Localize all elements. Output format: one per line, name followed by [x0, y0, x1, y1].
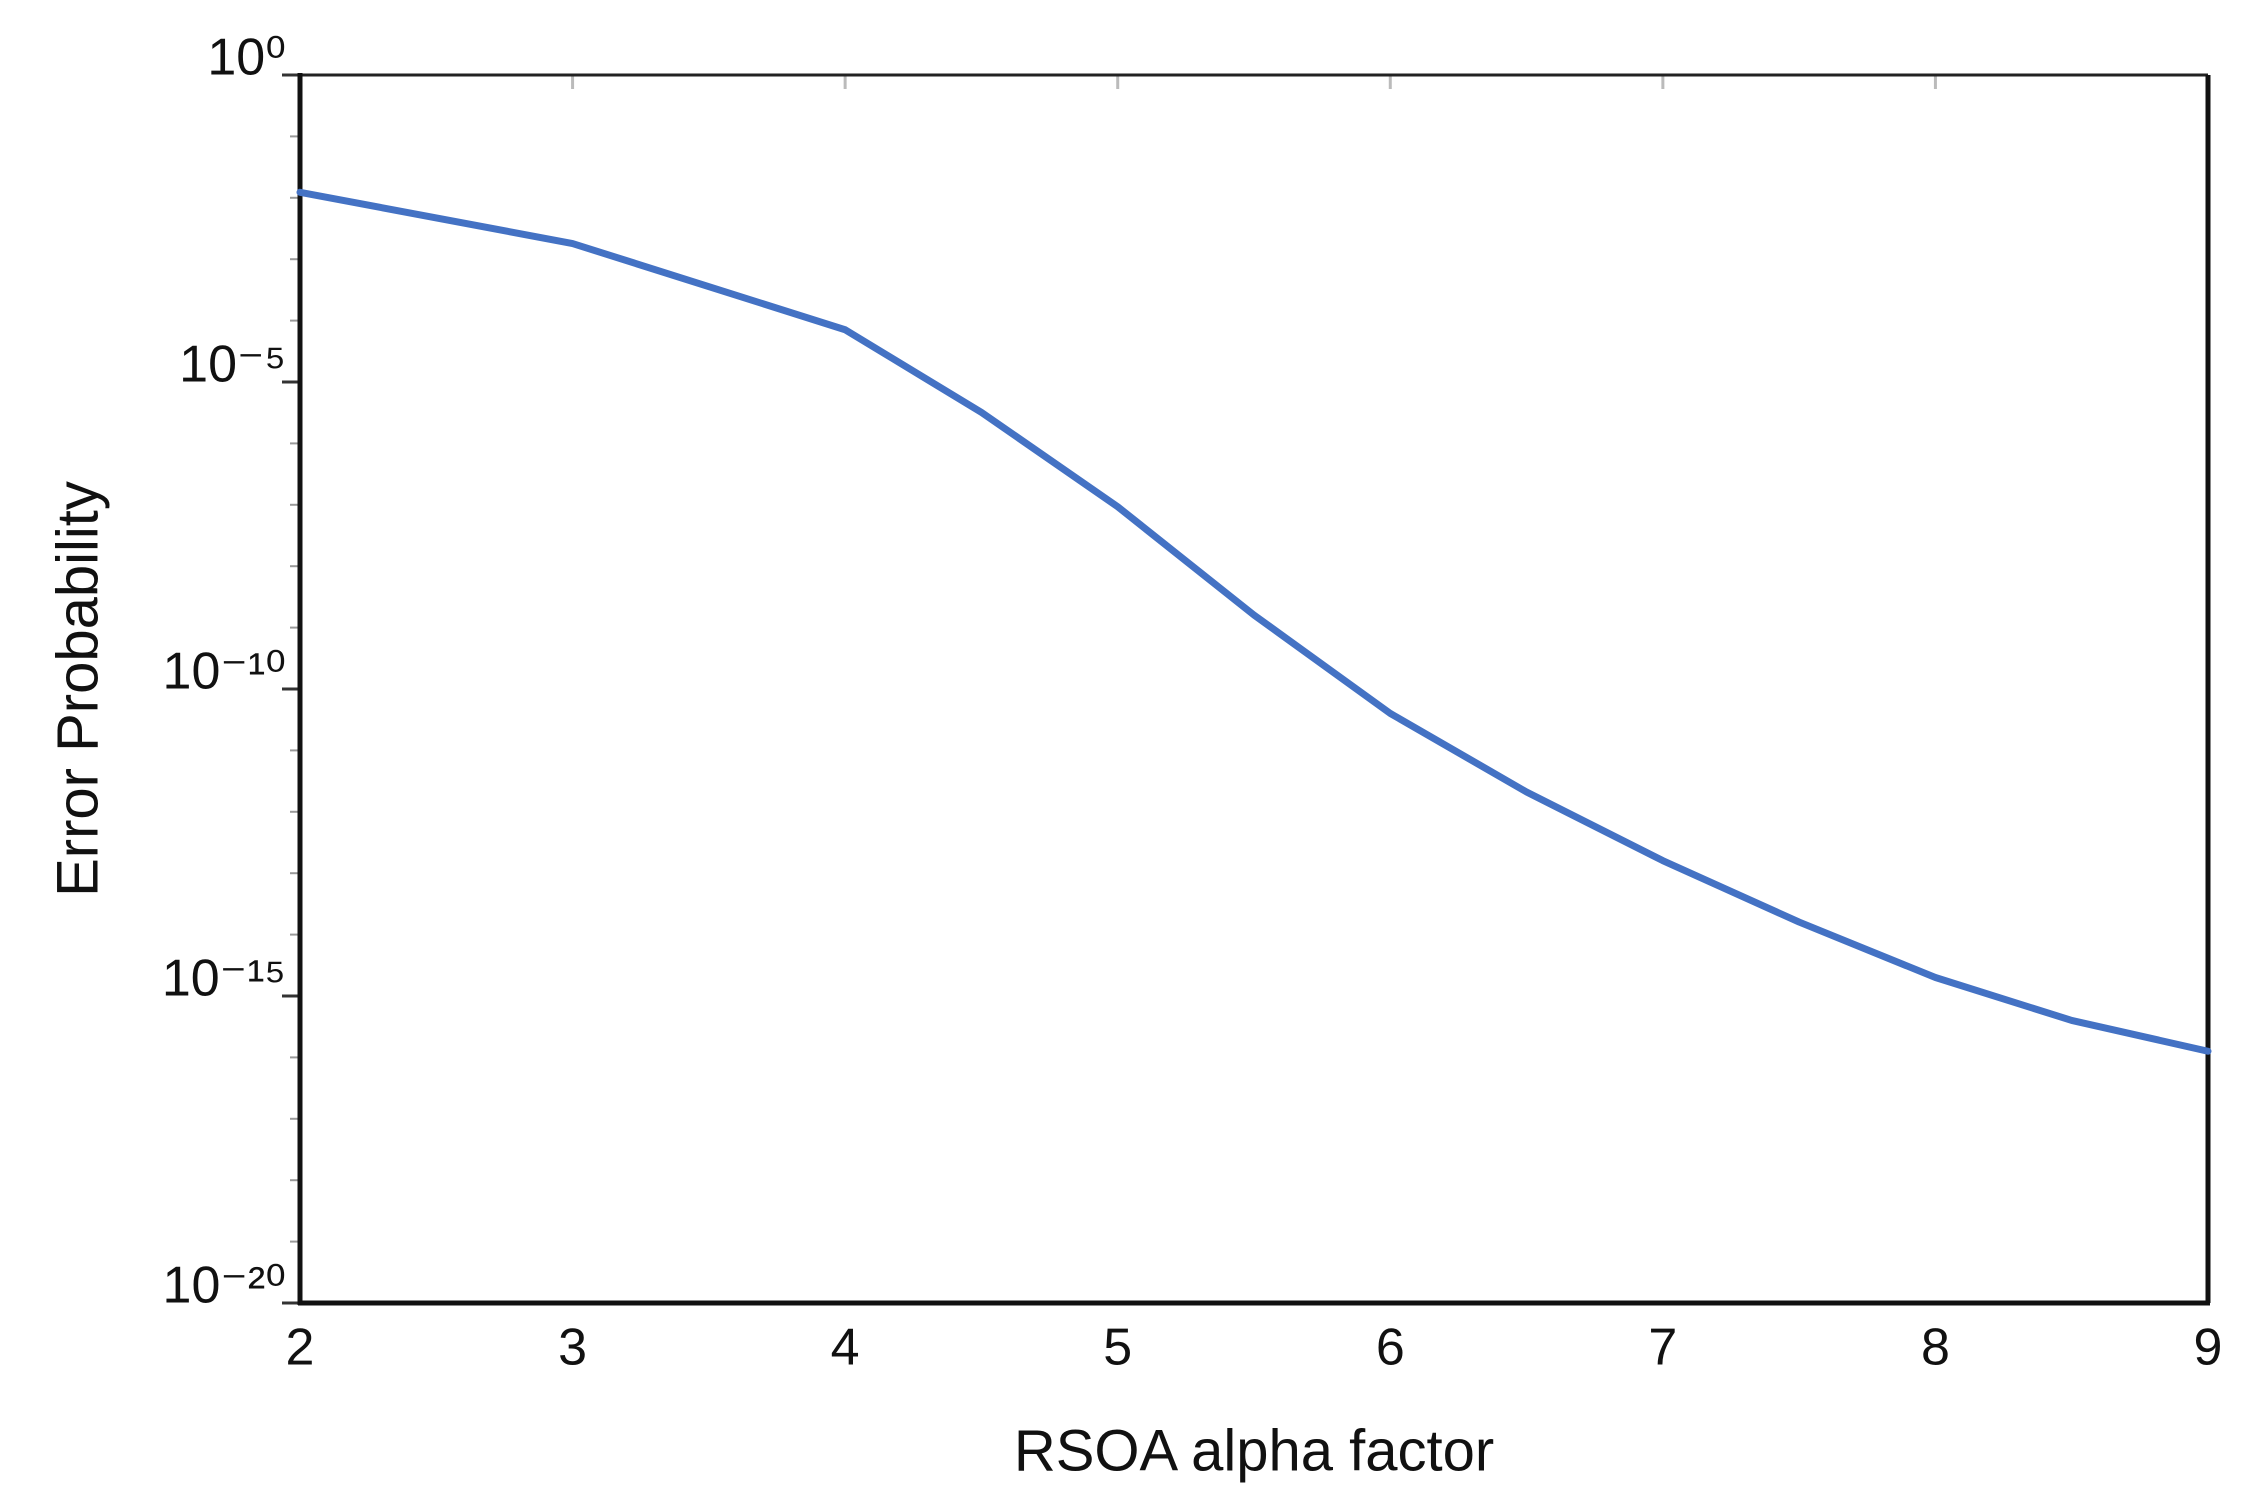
- x-axis-title: RSOA alpha factor: [1014, 1418, 1494, 1483]
- y-tick-label: 10⁻⁵: [179, 336, 286, 394]
- y-tick-label: 10⁻²⁰: [163, 1257, 286, 1315]
- x-tick-label: 7: [1648, 1319, 1677, 1377]
- x-tick-label: 6: [1376, 1319, 1405, 1377]
- x-tick-label: 8: [1921, 1319, 1950, 1377]
- x-tick-label: 5: [1103, 1319, 1132, 1377]
- x-tick-label: 3: [558, 1319, 587, 1377]
- y-axis-title: Error Probability: [45, 481, 110, 897]
- x-tick-label: 4: [831, 1319, 860, 1377]
- x-tick-label: 2: [286, 1319, 315, 1377]
- x-tick-label: 9: [2194, 1319, 2223, 1377]
- data-line: [296, 188, 2212, 1055]
- y-tick-label: 10⁻¹⁰: [163, 643, 286, 701]
- y-tick-label: 10⁻¹⁵: [162, 950, 286, 1008]
- y-tick-label: 10⁰: [207, 29, 286, 87]
